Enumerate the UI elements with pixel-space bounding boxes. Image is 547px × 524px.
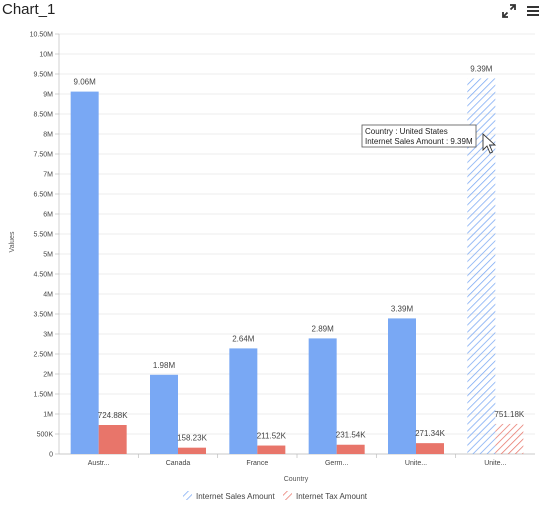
- data-label-sales: 2.89M: [312, 324, 335, 333]
- grid-lines: [59, 33, 535, 455]
- data-label-tax: 158.23K: [177, 434, 207, 443]
- y-tick-label: 5.50M: [34, 232, 54, 239]
- y-tick-label: 2M: [43, 372, 53, 379]
- y-tick-label: 1.50M: [34, 392, 54, 399]
- y-tick-label: 3.50M: [34, 312, 54, 319]
- bar-internet-tax[interactable]: [416, 443, 444, 454]
- legend-item-sales[interactable]: Internet Sales Amount: [183, 491, 275, 501]
- y-tick-label: 5M: [43, 252, 53, 259]
- y-tick-label: 6.50M: [34, 192, 54, 199]
- y-tick-label: 10.50M: [30, 32, 54, 39]
- y-tick-label: 4M: [43, 292, 53, 299]
- legend-label: Internet Tax Amount: [296, 492, 368, 501]
- data-label-sales: 9.06M: [74, 78, 97, 87]
- legend-swatch: [183, 491, 192, 500]
- x-tick-label: Canada: [166, 460, 191, 467]
- y-tick-label: 2.50M: [34, 352, 54, 359]
- y-tick-label: 4.50M: [34, 272, 54, 279]
- tooltip-line-2: Internet Sales Amount : 9.39M: [365, 137, 473, 146]
- data-label-tax: 271.34K: [415, 429, 445, 438]
- y-tick-label: 10M: [39, 52, 53, 59]
- x-tick-label: Unite...: [484, 460, 506, 467]
- data-label-tax: 231.54K: [336, 431, 366, 440]
- hamburger-menu-icon[interactable]: [525, 3, 541, 19]
- bar-internet-tax[interactable]: [98, 425, 127, 454]
- data-labels: 9.06M 724.88K 1.98M 158.23K 2.64M 211.52K 2.89…: [74, 64, 525, 442]
- x-axis-ticks: Austr... Canada France Germ... Unite... Unite…: [88, 454, 506, 467]
- legend: Internet Sales Amount Internet Tax Amount: [183, 491, 368, 501]
- bar-internet-sales[interactable]: [388, 318, 416, 454]
- y-axis-title: Values: [9, 231, 16, 252]
- legend-swatch: [283, 491, 292, 500]
- y-tick-label: 0: [49, 452, 53, 459]
- y-tick-label: 8.50M: [34, 112, 54, 119]
- header-icons: [501, 3, 541, 19]
- x-tick-label: France: [246, 460, 268, 467]
- tooltip: Country : United States Internet Sales A…: [361, 124, 477, 148]
- y-tick-label: 3M: [43, 332, 53, 339]
- chart-header: Chart_1: [0, 0, 547, 26]
- legend-label: Internet Sales Amount: [196, 492, 275, 501]
- expand-icon[interactable]: [501, 3, 517, 19]
- data-label-tax: 751.18K: [494, 410, 524, 419]
- data-label-tax: 724.88K: [98, 411, 128, 420]
- x-tick-label: Germ...: [325, 460, 348, 467]
- bar-internet-sales[interactable]: [308, 338, 337, 454]
- data-label-sales: 9.39M: [470, 64, 493, 73]
- x-tick-label: Austr...: [88, 460, 110, 467]
- legend-item-tax[interactable]: Internet Tax Amount: [283, 491, 368, 501]
- mouse-cursor-icon: [482, 132, 497, 154]
- bar-internet-tax[interactable]: [336, 444, 365, 454]
- x-tick-label: Unite...: [405, 460, 427, 467]
- y-tick-label: 9.50M: [34, 72, 54, 79]
- bar-internet-sales[interactable]: [150, 374, 178, 454]
- chart-title: Chart_1: [2, 1, 56, 18]
- data-label-sales: 2.64M: [232, 334, 255, 343]
- y-tick-label: 7M: [43, 172, 53, 179]
- bar-internet-tax[interactable]: [495, 423, 524, 454]
- tooltip-line-1: Country : United States: [365, 127, 448, 136]
- y-tick-label: 500K: [37, 432, 54, 439]
- data-label-tax: 211.52K: [257, 432, 287, 441]
- y-tick-label: 1M: [43, 412, 53, 419]
- data-label-sales: 1.98M: [153, 361, 176, 370]
- bar-internet-sales[interactable]: [229, 348, 258, 454]
- data-label-sales: 3.39M: [391, 304, 414, 313]
- bar-internet-sales[interactable]: [70, 91, 99, 454]
- bar-internet-tax[interactable]: [257, 445, 286, 454]
- y-tick-label: 9M: [43, 92, 53, 99]
- y-tick-label: 8M: [43, 132, 53, 139]
- y-axis-ticks: 0 500K 1M 1.50M 2M 2.50M 3M 3.50M 4M 4.50M 5M 5.50M…: [30, 32, 535, 459]
- bar-internet-tax[interactable]: [178, 447, 206, 454]
- x-axis-title: Country: [284, 476, 309, 483]
- y-tick-label: 7.50M: [34, 152, 54, 159]
- y-tick-label: 6M: [43, 212, 53, 219]
